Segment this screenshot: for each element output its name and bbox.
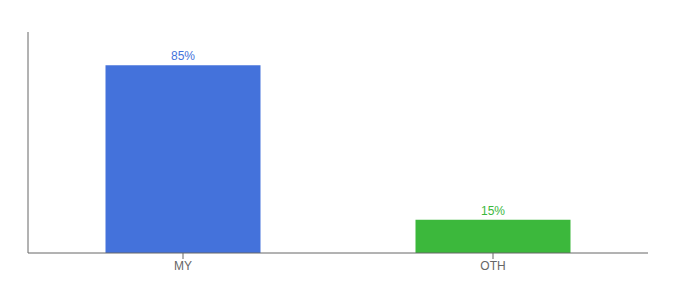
- svg-text:15%: 15%: [481, 204, 505, 218]
- svg-text:MY: MY: [174, 259, 192, 273]
- svg-text:OTH: OTH: [480, 259, 505, 273]
- svg-text:85%: 85%: [171, 49, 195, 63]
